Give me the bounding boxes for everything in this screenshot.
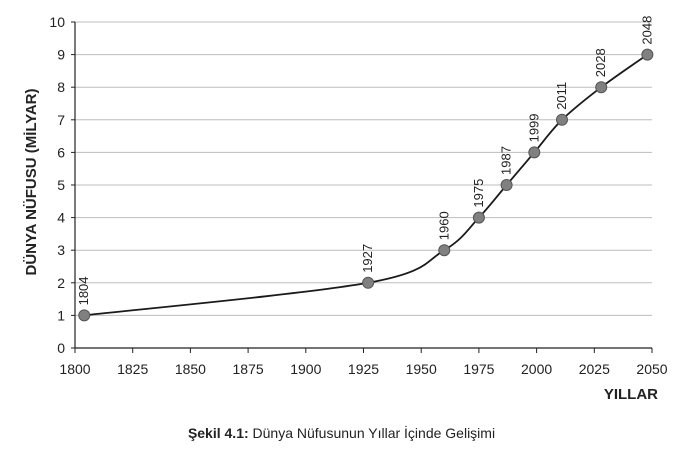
point-label: 1804 (76, 276, 91, 305)
x-tick-labels: 1800 1825 1850 1875 1900 1925 1950 1975 2000 2025… (59, 361, 667, 377)
data-point (78, 309, 91, 322)
point-label: 2011 (554, 82, 569, 110)
x-tick-label: 1950 (406, 361, 437, 377)
data-point (641, 48, 654, 61)
point-label: 2048 (639, 16, 654, 45)
grid-lines (75, 21, 652, 316)
y-tick-label: 1 (57, 307, 65, 323)
point-label: 2028 (593, 48, 608, 77)
data-point (472, 211, 485, 224)
caption-text: Dünya Nüfusunun Yıllar İçinde Gelişimi (248, 425, 496, 441)
y-tick-labels: 0 1 2 3 4 5 6 7 8 9 10 (49, 14, 65, 356)
point-label: 1975 (471, 179, 486, 208)
x-tick-label: 1875 (233, 361, 264, 377)
x-tick-label: 2050 (636, 361, 667, 377)
y-axis-title: DÜNYA NÜFUSU (MİLYAR) (23, 89, 40, 276)
point-label: 1927 (360, 244, 375, 273)
series-line (84, 53, 648, 317)
point-labels: 1804 1927 1960 1975 1987 1999 2011 2028 2048 (76, 16, 654, 306)
x-tick-label: 1925 (348, 361, 379, 377)
x-tick-label: 1800 (59, 361, 90, 377)
data-point (438, 244, 451, 257)
point-label: 1999 (526, 113, 541, 142)
x-tick-label: 1900 (290, 361, 321, 377)
data-point (500, 179, 513, 191)
y-tick-label: 0 (57, 340, 65, 356)
figure-caption: Şekil 4.1: Dünya Nüfusunun Yıllar İçinde… (0, 425, 683, 441)
caption-label: Şekil 4.1: (187, 425, 249, 441)
y-tick-label: 7 (57, 112, 65, 128)
x-tick-label: 1850 (175, 361, 206, 377)
point-label: 1987 (499, 146, 514, 175)
data-point (362, 276, 375, 289)
x-axis-title: YILLAR (604, 386, 658, 403)
y-tick-label: 9 (57, 47, 65, 63)
data-point (555, 113, 568, 126)
y-tick-label: 10 (49, 14, 65, 30)
point-label: 1960 (436, 211, 451, 240)
x-tick-label: 1825 (117, 361, 148, 377)
axes (71, 21, 653, 353)
y-tick-label: 4 (57, 210, 65, 226)
data-points (78, 48, 654, 322)
data-point (528, 146, 541, 159)
data-point (595, 81, 608, 94)
y-tick-label: 3 (57, 242, 65, 258)
x-tick-label: 1975 (463, 361, 494, 377)
x-tick-label: 2025 (579, 361, 610, 377)
x-tick-label: 2000 (521, 361, 552, 377)
y-tick-label: 6 (57, 144, 65, 160)
y-tick-label: 2 (57, 275, 65, 291)
y-tick-label: 8 (57, 79, 65, 95)
y-tick-label: 5 (57, 177, 65, 193)
